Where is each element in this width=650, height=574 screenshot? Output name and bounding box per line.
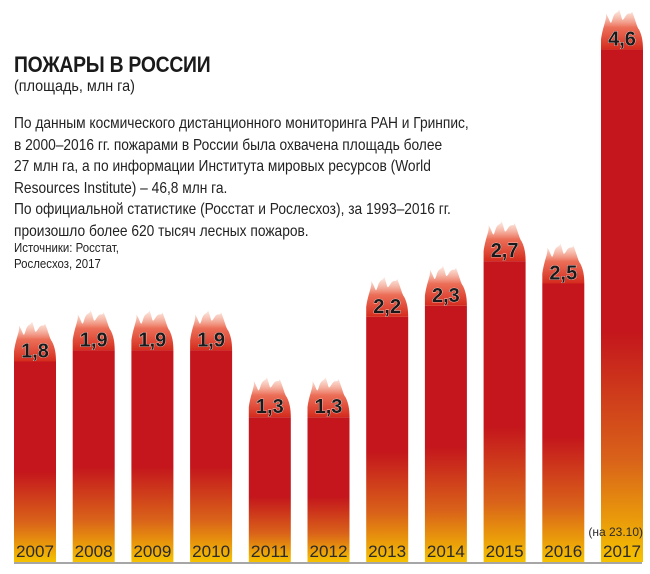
category-label: 2012 [310,542,348,561]
bar-group: 2,3 2014 [424,265,467,562]
flame-decoration [131,310,174,351]
category-label: 2015 [486,542,524,561]
bar [72,350,115,562]
flame-decoration [307,377,350,418]
bar [14,361,56,562]
source-line: Рослесхоз, 2017 [14,256,101,271]
flame-decoration [248,377,291,418]
description-line: Resources Institute) – 46,8 млн га. [14,179,228,197]
description-line: 27 млн га, а по информации Института мир… [14,158,431,176]
description-line: произошло более 620 тысяч лесных пожаров… [14,222,309,240]
bar-group: 1,8 2007 [14,321,56,562]
bar [248,417,291,562]
flame-decoration [14,321,56,362]
annotation-label: (на 23.10) [588,525,643,539]
bar-group: 1,3 2011 [248,377,291,562]
chart-subtitle: (площадь, млн га) [14,78,135,95]
value-label: 1,9 [138,329,166,351]
bar [542,283,585,562]
value-label: 2,5 [549,263,577,285]
bar-group: 4,6 2017 [601,9,643,563]
bar [366,316,409,562]
flame-decoration [424,265,467,306]
value-label: 2,2 [373,296,401,318]
bar-group: 2,2 2013 [366,276,409,562]
flame-decoration [601,9,643,50]
flame-decoration [366,276,409,317]
category-label: 2011 [251,542,289,561]
bar [601,49,643,563]
value-label: 1,8 [21,340,49,362]
flame-decoration [483,221,526,262]
bar [131,350,174,562]
bar [424,305,467,562]
value-label: 4,6 [608,29,636,51]
category-label: 2007 [16,542,54,561]
bar [307,417,350,562]
description-line: в 2000–2016 гг. пожарами в России была о… [14,136,443,154]
category-label: 2013 [368,542,406,561]
bar-group: 2,7 2015 [483,221,526,562]
category-label: 2014 [427,542,465,561]
source-note: Источники: Росстат, Рослесхоз, 2017 [14,240,119,272]
value-label: 2,3 [432,285,460,307]
category-label: 2017 [603,542,641,561]
category-label: 2008 [75,542,113,561]
description-line: По официальной статистике (Росстат и Рос… [14,201,451,219]
value-label: 1,9 [80,329,108,351]
flame-decoration [72,310,115,351]
value-label: 1,9 [197,329,225,351]
bar-group: 1,9 2008 [72,310,115,562]
flame-decoration [190,310,233,351]
bar-group: 2,5 2016 [542,243,585,562]
bar-group: 1,9 2010 [190,310,233,562]
value-label: 1,3 [256,396,284,418]
description-line: По данным космического дистанционного мо… [14,115,469,132]
chart-title: ПОЖАРЫ В РОССИИ [14,52,211,77]
bar-group: 1,3 2012 [307,377,350,562]
bar [483,261,526,562]
value-label: 2,7 [491,240,519,262]
flame-decoration [542,243,585,284]
bar [190,350,233,562]
category-label: 2010 [192,542,230,561]
bar-group: 1,9 2009 [131,310,174,562]
description-text: По данным космического дистанционного мо… [14,113,496,243]
value-label: 1,3 [315,396,343,418]
source-line: Источники: Росстат, [14,240,119,255]
category-label: 2016 [544,542,582,561]
category-label: 2009 [133,542,171,561]
